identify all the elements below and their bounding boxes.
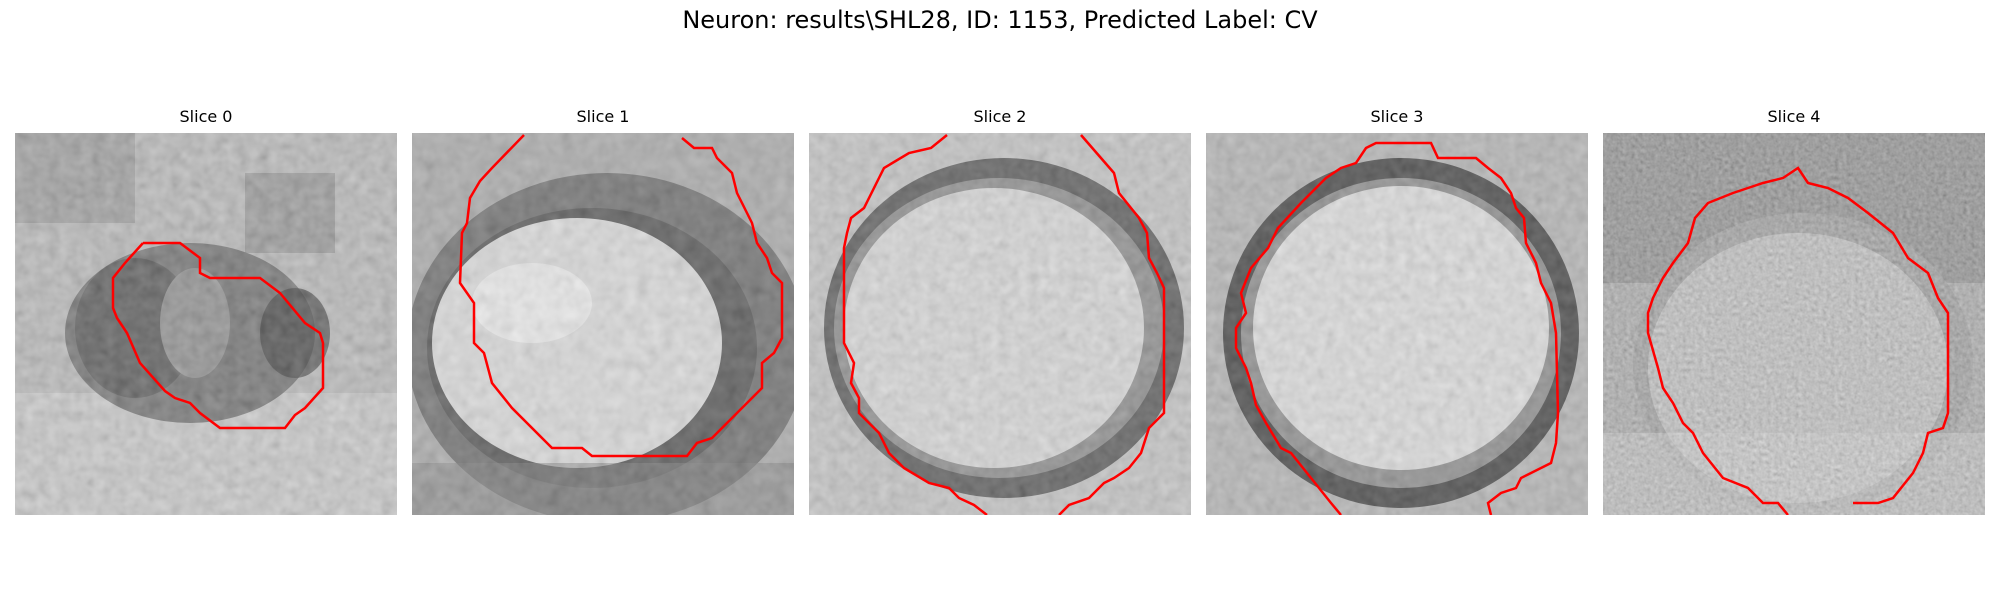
contour-line bbox=[1646, 166, 1950, 515]
slice-title-0: Slice 0 bbox=[179, 107, 233, 126]
slice-panel-1: Slice 1 bbox=[412, 105, 794, 515]
contour-line bbox=[842, 134, 988, 515]
slice-panel-2: Slice 2 bbox=[809, 105, 1191, 515]
slice-panel-0: Slice 0 bbox=[15, 105, 397, 515]
slice-image-0 bbox=[15, 133, 397, 515]
slice-image-3 bbox=[1206, 133, 1588, 515]
slice-title-2: Slice 2 bbox=[973, 107, 1027, 126]
contour-line bbox=[1234, 141, 1560, 515]
slice-image-2 bbox=[809, 133, 1191, 515]
slice-image-4 bbox=[1603, 133, 1985, 515]
slice-title-4: Slice 4 bbox=[1767, 107, 1821, 126]
slice-image-1 bbox=[412, 133, 794, 515]
figure-title: Neuron: results\SHL28, ID: 1153, Predict… bbox=[682, 6, 1318, 34]
contour-line bbox=[458, 134, 784, 458]
contour-line bbox=[111, 241, 325, 430]
contour-line bbox=[1058, 134, 1166, 515]
slice-panel-4: Slice 4 bbox=[1603, 105, 1985, 515]
slice-title-3: Slice 3 bbox=[1370, 107, 1424, 126]
slice-title-1: Slice 1 bbox=[576, 107, 630, 126]
slice-panel-3: Slice 3 bbox=[1206, 105, 1588, 515]
